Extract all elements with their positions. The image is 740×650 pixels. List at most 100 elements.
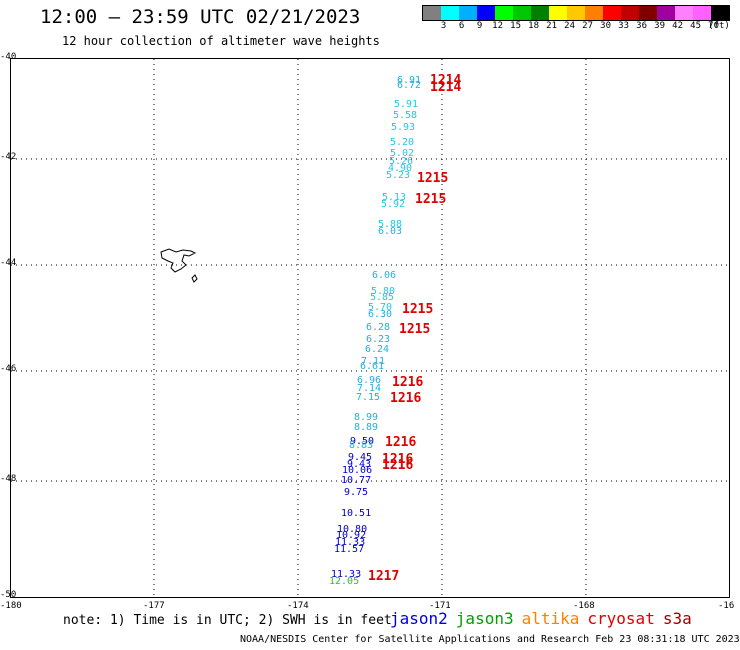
island-outline [160,248,198,283]
color-scale-label: 39 [654,21,666,31]
latitude-tick-label: -46 [0,364,17,374]
wave-height-value: 7.14 [357,383,382,394]
color-scale-label: (ft) [708,21,730,31]
wave-height-value: 5.20 [390,137,415,148]
color-scale-label: 24 [564,21,576,31]
wave-height-value: 5.92 [381,199,406,210]
units-note: note: 1) Time is in UTC; 2) SWH is in fe… [63,613,392,628]
wave-height-value: 5.91 [394,99,419,110]
color-scale-label: 36 [636,21,648,31]
wave-height-value: 8.89 [354,422,379,433]
color-swatch [567,6,585,20]
color-swatch [711,6,729,20]
color-scale-label: 12 [492,21,504,31]
wave-height-value: 10.92 [336,530,367,541]
latitude-tick-label: -44 [0,258,17,268]
wave-height-value: 6.96 [357,375,382,386]
map-frame[interactable]: 6.91 6.72 5.91 5.58 5.93 5.20 5.02 5.26 4.90 5.23… [10,58,730,598]
color-scale-label: 6 [458,21,465,31]
color-scale-label: 15 [510,21,522,31]
pass-time-label: 1216 [385,435,417,450]
wave-height-value: 10.06 [342,465,373,476]
pass-time-label: 1215 [399,322,431,337]
pass-time-label: 1216 [382,458,414,473]
latitude-tick-label: -40 [0,52,17,62]
map-title: 12:00 – 23:59 UTC 02/21/2023 [40,6,361,28]
wave-height-value: 11.57 [334,544,365,555]
color-swatch [495,6,513,20]
pass-time-label: 1216 [392,375,424,390]
wave-height-value: 6.61 [360,361,385,372]
color-swatch [531,6,549,20]
longitude-tick-label: -174 [287,601,309,611]
wave-height-value: 5.02 [390,148,415,159]
wave-height-value: 5.93 [391,122,416,133]
wave-height-value: 5.58 [393,110,418,121]
wave-height-value: 8.83 [349,440,374,451]
legend-entry-jason3: jason3 [455,609,514,628]
wave-height-value: 8.99 [354,412,379,423]
color-swatch [423,6,441,20]
color-swatch [639,6,657,20]
longitude-tick-label: -171 [429,601,451,611]
wave-height-value: 5.70 [368,302,393,313]
credit-footer: NOAA/NESDIS Center for Satellite Applica… [240,634,740,645]
wave-height-value: 11.33 [335,537,366,548]
color-swatch [603,6,621,20]
legend-entry-jason2: jason2 [390,609,448,628]
color-swatch [585,6,603,20]
color-swatch [657,6,675,20]
wave-height-value: 9.75 [344,487,369,498]
wave-height-value: 6.06 [372,270,397,281]
color-swatch [621,6,639,20]
color-scale-label: 9 [476,21,483,31]
longitude-tick-label: -177 [143,601,165,611]
wave-height-value: 5.80 [371,286,396,297]
color-swatch [675,6,693,20]
map-grid [11,59,729,597]
color-scale-label: 33 [618,21,630,31]
wave-height-value: 10.77 [341,475,372,486]
color-swatch [513,6,531,20]
wave-height-value: 5.85 [370,292,395,303]
wave-height-value: 4.90 [388,163,413,174]
wave-height-value: 9.50 [350,436,375,447]
latitude-tick-label: -42 [0,152,17,162]
color-scale-label: 42 [672,21,684,31]
pass-time-label: 1216 [390,391,422,406]
longitude-tick-label: -180 [0,601,22,611]
wave-height-value: 7.15 [356,392,381,403]
wave-height-value: 6.91 [397,75,422,86]
legend-entry-s3a: s3a [662,609,692,628]
wave-height-value: 12.05 [329,576,360,587]
wave-height-value: 6.24 [365,344,390,355]
wave-height-value: 10.80 [337,524,368,535]
wave-height-value: 6.72 [397,80,422,91]
legend-entry-cryosat: cryosat [587,609,655,628]
map-subtitle: 12 hour collection of altimeter wave hei… [62,34,380,48]
pass-time-label: 1214 [430,80,462,95]
wave-height-value: 6.28 [366,322,391,333]
color-swatch [693,6,711,20]
wave-height-value: 9.43 [347,459,372,470]
pass-time-label: 1217 [368,569,400,584]
wave-height-value: 5.88 [378,219,403,230]
wave-height-value: 5.26 [389,156,414,167]
longitude-tick-label: -168 [573,601,595,611]
legend-entry-altika: altika [521,609,580,628]
longitude-tick-label: -16 [718,601,735,611]
color-scale-label: 70 [708,21,720,31]
pass-time-label: 1215 [402,302,434,317]
color-scale-bar [422,5,730,21]
wave-height-value: 11.33 [331,569,362,580]
pass-time-label: 1216 [382,452,414,467]
color-swatch [441,6,459,20]
pass-time-label: 1215 [415,192,447,207]
wave-height-value: 7.11 [361,356,386,367]
satellite-legend: jason2 jason3 altika cryosat s3a [390,609,700,628]
color-scale-label: 45 [690,21,702,31]
latitude-tick-label: -50 [0,590,17,600]
pass-time-label: 1214 [430,73,462,88]
wave-height-value: 5.13 [382,192,407,203]
color-swatch [549,6,567,20]
